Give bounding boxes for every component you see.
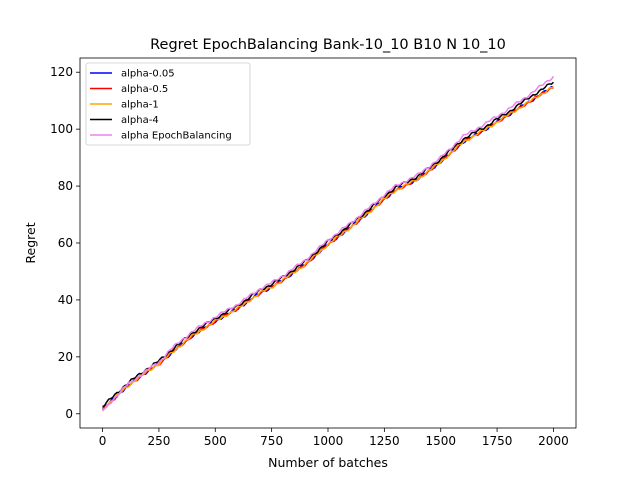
series-line-alpha-epochbalancing — [101, 75, 555, 412]
x-axis-ticks: 0 250 500 750 1000 1250 1500 1750 2000 — [99, 428, 569, 448]
x-tick-label: 2000 — [538, 434, 569, 448]
legend-label: alpha-4 — [121, 115, 159, 126]
x-tick-label: 1500 — [425, 434, 456, 448]
y-tick-label: 100 — [50, 122, 73, 136]
y-axis-label: Regret — [23, 222, 38, 263]
x-tick-label: 750 — [260, 434, 283, 448]
legend-label: alpha-0.05 — [121, 69, 175, 80]
x-tick-label: 250 — [147, 434, 170, 448]
series-layer — [101, 75, 555, 412]
legend-label: alpha EpochBalancing — [121, 131, 232, 142]
x-tick-label: 1000 — [313, 434, 344, 448]
y-tick-label: 120 — [50, 65, 73, 79]
y-tick-label: 0 — [65, 407, 73, 421]
y-tick-label: 60 — [58, 236, 73, 250]
y-tick-label: 80 — [58, 179, 73, 193]
y-tick-label: 40 — [58, 293, 73, 307]
legend-label: alpha-0.5 — [121, 84, 168, 95]
legend-box — [85, 62, 251, 146]
chart-title: Regret EpochBalancing Bank-10_10 B10 N 1… — [150, 37, 506, 53]
x-tick-label: 500 — [204, 434, 227, 448]
x-axis-label: Number of batches — [268, 455, 388, 470]
x-tick-label: 1750 — [482, 434, 513, 448]
x-tick-label: 1250 — [369, 434, 400, 448]
legend-label: alpha-1 — [121, 100, 159, 111]
x-tick-label: 0 — [99, 434, 107, 448]
series-line-alpha-1 — [102, 85, 554, 410]
y-axis-ticks: 0 20 40 60 80 100 120 — [50, 65, 80, 421]
legend: alpha-0.05 alpha-0.5 alpha-1 alpha-4 alpha E… — [85, 62, 251, 146]
y-tick-label: 20 — [58, 350, 73, 364]
